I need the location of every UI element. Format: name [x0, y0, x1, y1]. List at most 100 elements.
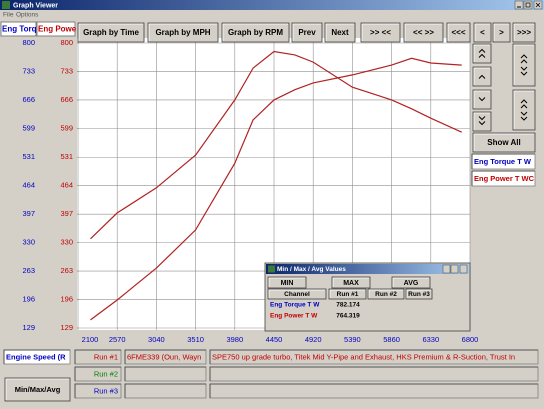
- dialog-button[interactable]: AVG: [391, 276, 431, 289]
- dialog-button[interactable]: MIN: [267, 276, 307, 289]
- y2-tick-label: 599: [60, 123, 73, 132]
- controls: Graph by Time Graph by MPH Graph by RPM Pre…: [3, 22, 539, 402]
- toolbar-button[interactable]: <: [473, 22, 492, 43]
- button-highlight: [368, 289, 403, 298]
- dialog-icon: [268, 265, 275, 273]
- y-label-box: [0, 21, 37, 37]
- y-tick-label: 531: [22, 152, 35, 161]
- button-label: << >>: [413, 28, 434, 37]
- app-icon: [2, 1, 10, 9]
- scroll-button[interactable]: [472, 111, 492, 132]
- scroll-button[interactable]: [512, 43, 536, 87]
- run-value: 782.174: [336, 302, 360, 309]
- button-face: [492, 22, 511, 43]
- scroll-button[interactable]: [512, 89, 536, 131]
- y-tick-label: 263: [22, 266, 35, 275]
- button-label: Graph by MPH: [155, 28, 210, 37]
- toolbar-button[interactable]: Graph by MPH: [147, 22, 219, 43]
- toolbar-button[interactable]: >: [492, 22, 511, 43]
- x-axis-label: Engine Speed (R: [6, 352, 66, 361]
- button-label: >: [499, 28, 504, 37]
- chevron-icon: [478, 53, 486, 58]
- column-header[interactable]: Run #1: [328, 288, 367, 300]
- x-tick-label: 3040: [148, 335, 165, 344]
- button-highlight: [513, 23, 534, 41]
- column-header[interactable]: Run #2: [367, 288, 405, 300]
- legend-entry[interactable]: Eng Torque T W: [474, 157, 532, 166]
- min-max-avg-button[interactable]: Min/Max/Avg: [4, 377, 71, 402]
- toolbar-button[interactable]: Graph by Time: [77, 22, 145, 43]
- y2-tick-label: 531: [60, 152, 73, 161]
- button-highlight: [329, 289, 365, 298]
- button-label: Graph by Time: [83, 28, 139, 37]
- button-label: >>>: [517, 28, 531, 37]
- button-highlight: [332, 277, 369, 287]
- y2-tick-label: 263: [60, 266, 73, 275]
- chevron-icon: [478, 48, 486, 53]
- button-highlight: [473, 67, 490, 85]
- button-highlight: [447, 23, 469, 41]
- channel-name: Eng Power T W: [270, 313, 318, 320]
- chevron-icon: [478, 74, 486, 79]
- y2-axis-label: Eng Powe: [38, 25, 77, 34]
- y2-tick-label: 666: [60, 95, 73, 104]
- toolbar-button[interactable]: Next: [324, 22, 356, 43]
- button-face: [473, 22, 492, 43]
- button-highlight: [5, 378, 69, 400]
- field-shadow: [209, 383, 538, 398]
- toolbar-button[interactable]: Graph by RPM: [221, 22, 290, 43]
- button-face: [367, 288, 405, 300]
- legend-entry[interactable]: Eng Power T WC: [474, 174, 535, 183]
- menu-item[interactable]: File: [3, 12, 14, 19]
- show-all-button[interactable]: Show All: [472, 132, 536, 153]
- field-box: [209, 366, 539, 382]
- button-highlight: [292, 23, 321, 41]
- x-tick-label: 5390: [344, 335, 361, 344]
- button-face: [221, 22, 290, 43]
- button-highlight: [268, 277, 305, 287]
- minimize-button[interactable]: [514, 0, 524, 10]
- button-highlight: [392, 277, 429, 287]
- toolbar-button[interactable]: >>>: [512, 22, 536, 43]
- dialog-button[interactable]: MAX: [331, 276, 371, 289]
- toolbar-button[interactable]: Prev: [291, 22, 323, 43]
- chevron-icon: [520, 71, 528, 76]
- dialog-control[interactable]: [442, 264, 451, 274]
- scroll-button[interactable]: [472, 66, 492, 87]
- column-header[interactable]: Channel: [267, 288, 327, 300]
- run-label: Run #3: [94, 386, 118, 395]
- scroll-button[interactable]: [472, 89, 492, 110]
- x-tick-label: 4450: [266, 335, 283, 344]
- button-face: [4, 377, 71, 402]
- window-title: Graph Viewer: [13, 2, 58, 9]
- button-face: [291, 22, 323, 43]
- menu-item[interactable]: Options: [16, 12, 39, 19]
- field-box: [124, 383, 207, 399]
- button-face: [403, 22, 444, 43]
- button-highlight: [474, 23, 490, 41]
- toolbar-button[interactable]: <<<: [446, 22, 471, 43]
- button-highlight: [473, 112, 490, 130]
- run-id: 6FME339 (Oun, Wayn: [127, 352, 201, 361]
- y2-tick-label: 330: [60, 238, 73, 247]
- scroll-button[interactable]: [472, 43, 492, 64]
- toolbar-button[interactable]: >> <<: [360, 22, 401, 43]
- button-label: MAX: [343, 280, 359, 287]
- button-face: [147, 22, 219, 43]
- data-line: [90, 57, 462, 321]
- x-tick-label: 2570: [109, 335, 126, 344]
- chevron-icon: [520, 66, 528, 71]
- dialog-control[interactable]: [450, 264, 459, 274]
- dialog-title-bar: [266, 264, 469, 274]
- field-shadow: [471, 170, 535, 186]
- x-tick-label: 6800: [462, 335, 479, 344]
- field-shadow: [74, 366, 121, 381]
- toolbar-button[interactable]: << >>: [403, 22, 444, 43]
- dialog-control[interactable]: [459, 264, 468, 274]
- button-label: Show All: [487, 138, 520, 147]
- column-header[interactable]: Run #3: [405, 288, 433, 300]
- button-face: [328, 288, 367, 300]
- maximize-button[interactable]: [523, 0, 533, 10]
- button-label: <: [480, 28, 485, 37]
